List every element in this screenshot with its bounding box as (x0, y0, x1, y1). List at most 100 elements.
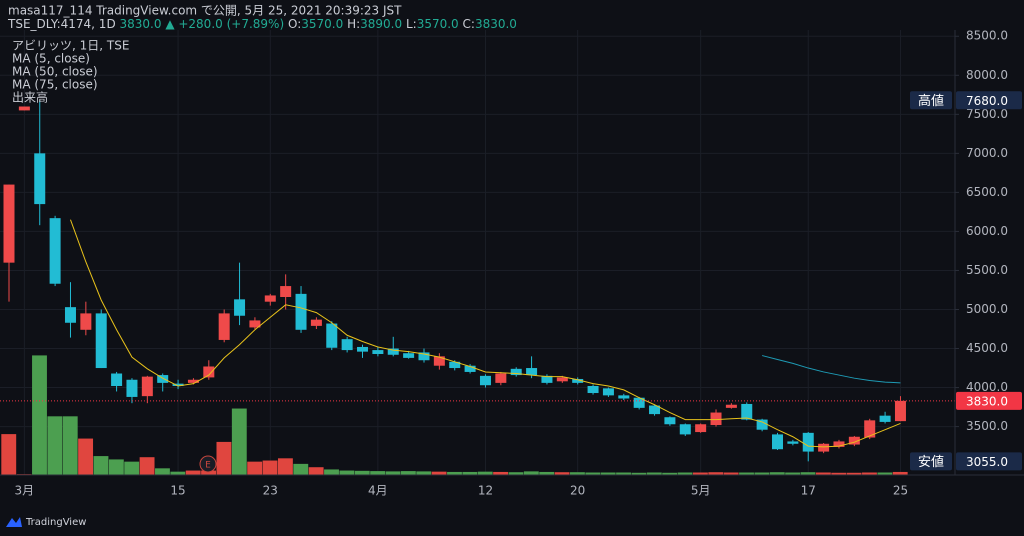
ma-lines (0, 219, 955, 448)
candle-body (756, 419, 768, 430)
y-tick-label: 4000.0 (966, 380, 1008, 394)
price-badge (956, 452, 1022, 471)
candle-body (848, 436, 860, 445)
candle-body (879, 415, 891, 422)
ma-line (70, 219, 901, 448)
candle-body (310, 319, 322, 326)
x-tick-label: 20 (570, 484, 585, 498)
candle-body (695, 424, 707, 433)
candle-body (741, 403, 753, 420)
earnings-marker[interactable] (199, 455, 217, 473)
volume-bar (462, 471, 478, 475)
candle-body (187, 379, 199, 383)
volume-bar (508, 472, 524, 475)
y-tick-label: 8500.0 (966, 29, 1008, 43)
volume-bar (231, 408, 247, 475)
candle-body (787, 441, 799, 444)
footer-text: TradingView (25, 517, 86, 528)
volume-bar (170, 471, 186, 475)
candle-body (679, 424, 691, 435)
candle-body (587, 386, 599, 394)
candle-body (618, 395, 630, 399)
candle-body (772, 434, 783, 450)
price-badge-label: 7680.0 (966, 94, 1008, 108)
candle-body (433, 356, 445, 366)
volume-bar (139, 457, 155, 475)
ma-line (762, 355, 901, 384)
candle-body (249, 320, 261, 328)
candle-body (495, 373, 507, 383)
y-tick-label: 3500.0 (966, 419, 1008, 433)
candle-body (172, 383, 184, 386)
footer-logo: TradingView (6, 517, 86, 528)
candle-body (479, 375, 491, 386)
earnings-label[interactable]: E (205, 461, 211, 471)
candle-body (264, 295, 276, 302)
candle-body (649, 405, 661, 415)
candle-body (18, 106, 30, 111)
candle-body (203, 366, 215, 378)
x-tick-label: 17 (801, 484, 816, 498)
header-title: masa117_114 TradingView.com で公開, 5月 25, … (8, 4, 402, 18)
y-tick-label: 5500.0 (966, 263, 1008, 277)
volume-bar (631, 472, 647, 475)
volume-bar (339, 470, 355, 475)
legend-entry: 出来高 (12, 90, 48, 105)
candle-body (818, 443, 830, 452)
legend-title: アビリッツ, 1日, TSE (12, 39, 129, 53)
volume-bar (354, 470, 370, 475)
volume-bar (892, 471, 908, 475)
candle-body (864, 420, 876, 438)
volume-bar (585, 472, 601, 475)
candle-body (541, 375, 553, 383)
candle-body (141, 376, 153, 397)
price-badge-name: 安値 (918, 454, 944, 470)
candle-body (464, 365, 476, 372)
ohlc-key: O: (288, 17, 301, 31)
volume-bar (570, 472, 585, 475)
volume-bar (262, 460, 278, 475)
candle-body (218, 313, 230, 340)
volume-bar (385, 471, 401, 475)
candle-body (725, 404, 737, 408)
volume-bar (293, 463, 309, 475)
candle-body (510, 368, 522, 376)
volume-bar (862, 472, 877, 475)
candle-body (80, 313, 92, 330)
volume-bar (277, 458, 293, 475)
x-tick-label: 15 (170, 484, 185, 498)
candle-body (295, 293, 307, 330)
y-tick-label: 6000.0 (966, 224, 1008, 238)
volume-bar (831, 472, 847, 475)
x-tick-label: 3月 (15, 484, 35, 498)
candle-body (710, 412, 722, 426)
candle-body (234, 299, 246, 316)
candle-body (556, 377, 568, 382)
volume-bar (646, 472, 662, 475)
volume-bar (370, 471, 386, 475)
x-tick-label: 25 (893, 484, 908, 498)
volume-bar (108, 459, 124, 475)
volume-bar (416, 471, 432, 475)
volume-bar (800, 472, 816, 475)
candle-body (126, 379, 138, 397)
candle-body (280, 286, 292, 297)
volume-bar (1, 434, 17, 475)
header-quote: TSE_DLY:4174, 1D 3830.0 ▲ +280.0 (+7.89%… (7, 17, 517, 31)
volume-bar (185, 470, 201, 475)
volume-bar (692, 472, 708, 475)
candle-body (403, 353, 415, 358)
candle-body (357, 346, 369, 352)
x-tick-label: 5月 (691, 484, 711, 498)
volume-bar (32, 355, 47, 475)
legend-entry: MA (5, close) (12, 52, 90, 66)
volume-bar (662, 472, 678, 475)
x-tick-label: 23 (263, 484, 278, 498)
candle-body (387, 348, 399, 355)
volume-bar (493, 471, 509, 475)
ohlc-value: 3570.0 (417, 17, 459, 31)
candle-body (49, 218, 61, 284)
ohlc-value: 3570.0 (301, 17, 343, 31)
